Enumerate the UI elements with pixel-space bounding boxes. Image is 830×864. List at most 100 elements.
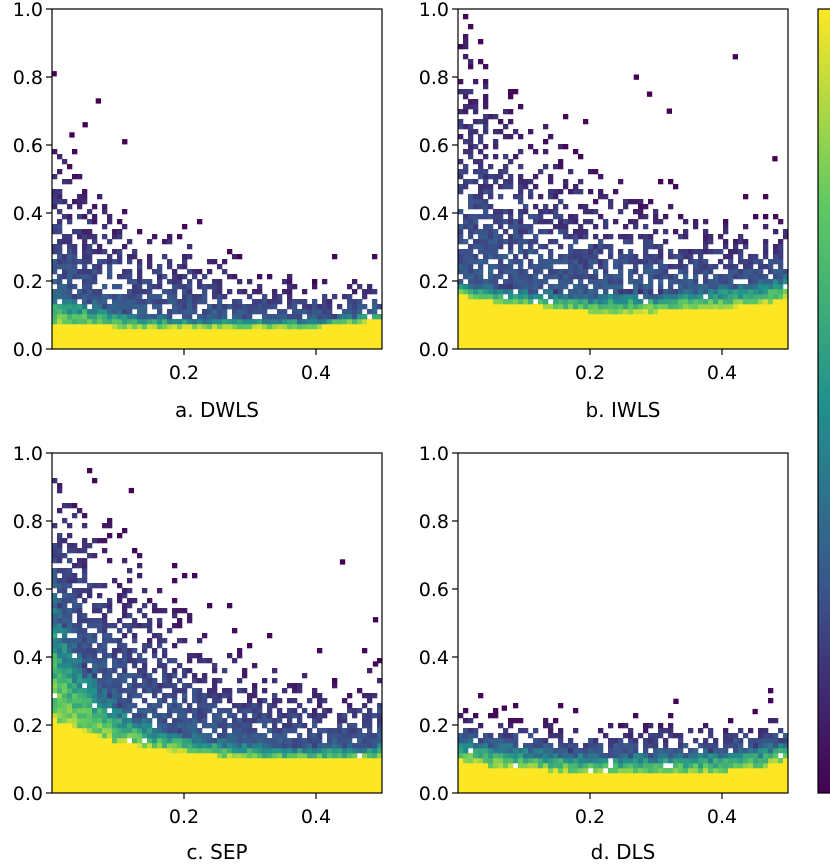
heatmap-outlier-cell [128, 487, 134, 494]
y-tick-label: 0.2 [13, 271, 43, 293]
heatmap-cell [578, 304, 584, 310]
heatmap-cell [618, 753, 624, 759]
heatmap-cell [62, 538, 68, 544]
heatmap-cell [92, 264, 98, 270]
heatmap-cell [533, 204, 539, 210]
heatmap-cell [287, 304, 293, 310]
heatmap-cell [733, 329, 739, 335]
heatmap-cell [87, 708, 93, 714]
heatmap-cell [628, 304, 634, 310]
heatmap-cell [112, 229, 118, 235]
heatmap-cell [87, 633, 93, 639]
heatmap-cell [758, 344, 764, 350]
heatmap-cell [613, 264, 619, 270]
heatmap-cell [558, 334, 564, 340]
heatmap-cell [62, 309, 68, 315]
heatmap-cell [277, 768, 283, 774]
heatmap-cell [578, 344, 584, 350]
heatmap-cell [678, 324, 684, 330]
heatmap-cell [653, 229, 659, 235]
heatmap-cell [573, 239, 579, 245]
heatmap-cell [783, 344, 789, 350]
heatmap-cell [257, 289, 263, 295]
heatmap-cell [743, 224, 749, 230]
heatmap-cell [653, 269, 659, 275]
heatmap-cell [533, 314, 539, 320]
heatmap-cell [102, 653, 108, 659]
heatmap-cell [543, 738, 549, 744]
heatmap-cell [102, 548, 108, 554]
heatmap-cell [783, 229, 789, 235]
heatmap-cell [287, 319, 293, 325]
heatmap-cell [593, 244, 599, 250]
heatmap-cell [52, 568, 58, 574]
heatmap-cell [613, 753, 619, 759]
heatmap-cell [508, 773, 514, 779]
heatmap-cell [177, 688, 183, 694]
heatmap-cell [603, 269, 609, 275]
heatmap-cell [773, 259, 779, 265]
heatmap-cell [483, 79, 489, 85]
heatmap-cell [187, 618, 193, 624]
heatmap-cell [608, 748, 614, 754]
heatmap-cell [227, 768, 233, 774]
heatmap-cell [483, 743, 489, 749]
heatmap-cell [272, 299, 278, 305]
heatmap-outlier-cell [51, 71, 57, 77]
heatmap-cell [222, 693, 228, 699]
heatmap-cell [312, 743, 318, 749]
heatmap-cell [528, 129, 534, 135]
heatmap-cell [102, 668, 108, 674]
heatmap-cell [152, 648, 158, 654]
heatmap-cell [317, 334, 323, 340]
heatmap-cell [528, 783, 534, 789]
heatmap-cell [212, 703, 218, 709]
heatmap-cell [272, 748, 278, 754]
heatmap-cell [212, 289, 218, 295]
y-tick-label: 0.8 [13, 67, 43, 89]
heatmap-cell [748, 259, 754, 265]
heatmap-cell [152, 329, 158, 335]
heatmap-cell [267, 768, 273, 774]
heatmap-cell [67, 533, 73, 539]
heatmap-cell [52, 329, 58, 335]
heatmap-cell [77, 613, 83, 619]
heatmap-cell [142, 314, 148, 320]
heatmap-cell [688, 249, 694, 255]
heatmap-cell [623, 309, 629, 315]
heatmap-cell [252, 718, 258, 724]
heatmap-cell [217, 778, 223, 784]
heatmap-cell [252, 783, 258, 789]
heatmap-cell [162, 723, 168, 729]
heatmap-cell [668, 304, 674, 310]
heatmap-cell [698, 334, 704, 340]
heatmap-cell [543, 164, 549, 170]
heatmap-cell [483, 314, 489, 320]
heatmap-cell [352, 783, 358, 789]
heatmap-cell [327, 758, 333, 764]
heatmap-cell [122, 703, 128, 709]
heatmap-cell [728, 783, 734, 789]
heatmap-cell [102, 259, 108, 265]
heatmap-cell [468, 314, 474, 320]
heatmap-cell [142, 623, 148, 629]
heatmap-cell [523, 224, 529, 230]
heatmap-cell [147, 773, 153, 779]
heatmap-cell [197, 329, 203, 335]
y-tick-label: 0.0 [13, 339, 43, 361]
heatmap-cell [538, 319, 544, 325]
heatmap-cell [568, 743, 574, 749]
heatmap-cell [508, 314, 514, 320]
heatmap-cell [217, 279, 223, 285]
heatmap-cell [458, 329, 464, 335]
heatmap-cell [257, 339, 263, 345]
heatmap-cell [563, 259, 569, 265]
heatmap-cell [197, 698, 203, 704]
heatmap-cell [648, 284, 654, 290]
heatmap-cell [112, 788, 118, 794]
heatmap-cell [152, 733, 158, 739]
heatmap-cell [513, 194, 519, 200]
heatmap-cell [573, 329, 579, 335]
heatmap-cell [573, 259, 579, 265]
heatmap-cell [713, 304, 719, 310]
